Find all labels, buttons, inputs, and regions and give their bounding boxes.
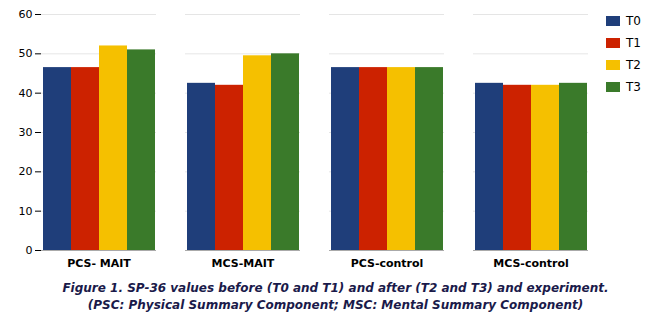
svg-text:PCS- MAIT: PCS- MAIT <box>67 257 131 270</box>
svg-text:30: 30 <box>19 126 33 139</box>
svg-text:20: 20 <box>19 165 33 178</box>
html-text:T1: T1 <box>626 36 641 50</box>
html-text:T3: T3 <box>626 80 641 94</box>
svg-text:MCS-control: MCS-control <box>493 257 569 270</box>
html-text:Figure 1. SP-36 values before: Figure 1. SP-36 values before (T0 and T1… <box>62 281 609 295</box>
svg-text:MCS-MAIT: MCS-MAIT <box>212 257 275 270</box>
svg-text:40: 40 <box>19 87 33 100</box>
svg-text:50: 50 <box>19 47 33 60</box>
html-text:T0: T0 <box>626 14 641 28</box>
svg-text:PCS-control: PCS-control <box>351 257 424 270</box>
svg-text:10: 10 <box>19 205 33 218</box>
svg-text:60: 60 <box>19 8 33 21</box>
svg-text:0: 0 <box>26 244 33 257</box>
html-text:T2: T2 <box>626 58 641 72</box>
html-text:(PSC: Physical Summary Compone: (PSC: Physical Summary Component; MSC: M… <box>87 298 584 312</box>
